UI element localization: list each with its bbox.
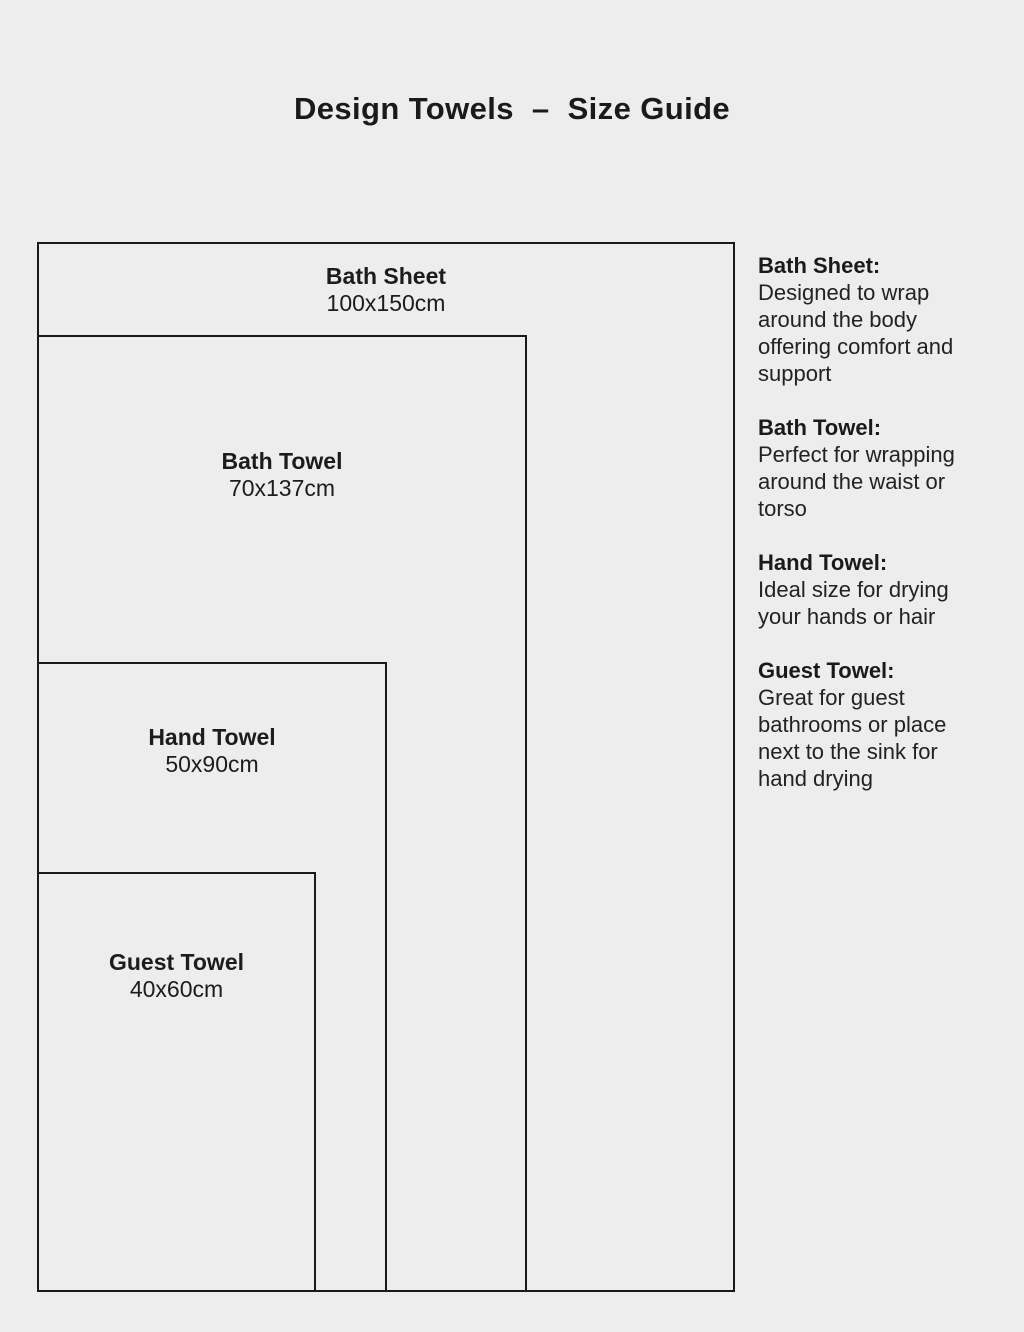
description-label: Hand Towel:	[758, 550, 888, 575]
towel-name: Bath Sheet	[325, 263, 447, 289]
description-label: Guest Towel:	[758, 658, 895, 683]
towel-name: Bath Towel	[221, 448, 343, 474]
hand-towel-label: Hand Towel 50x90cm	[37, 724, 387, 778]
guest-towel-label: Guest Towel 40x60cm	[37, 949, 316, 1003]
towel-size: 40x60cm	[129, 976, 224, 1002]
page-title: Design Towels – Size Guide	[293, 90, 731, 126]
description-guest-towel: Guest Towel: Great for guest bathrooms o…	[758, 657, 1020, 792]
description-bath-towel: Bath Towel: Perfect for wrapping around …	[758, 414, 1020, 522]
towel-name: Guest Towel	[108, 949, 245, 975]
description-text: Perfect for wrapping around the waist or…	[758, 442, 955, 521]
description-hand-towel: Hand Towel: Ideal size for drying your h…	[758, 549, 1020, 630]
bath-towel-label: Bath Towel 70x137cm	[37, 448, 527, 502]
towel-size: 70x137cm	[228, 475, 336, 501]
rect-guest-towel	[37, 872, 316, 1292]
description-text: Ideal size for drying your hands or hair	[758, 577, 949, 629]
bath-sheet-label: Bath Sheet 100x150cm	[37, 263, 735, 317]
description-text: Great for guest bathrooms or place next …	[758, 685, 947, 791]
towel-size: 50x90cm	[165, 751, 259, 777]
description-label: Bath Towel:	[758, 415, 882, 440]
description-bath-sheet: Bath Sheet: Designed to wrap around the …	[758, 252, 1020, 387]
descriptions-panel: Bath Sheet: Designed to wrap around the …	[758, 252, 1020, 819]
description-text: Designed to wrap around the body offerin…	[758, 280, 954, 386]
towel-size: 100x150cm	[326, 290, 446, 316]
description-label: Bath Sheet:	[758, 253, 881, 278]
towel-name: Hand Towel	[148, 724, 276, 750]
